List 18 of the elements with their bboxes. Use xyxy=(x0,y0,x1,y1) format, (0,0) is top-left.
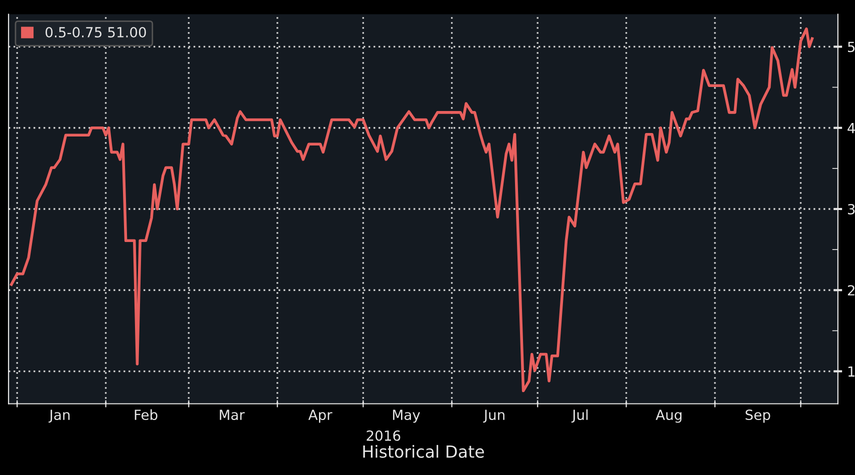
line-series xyxy=(10,27,814,392)
y-tick-label: 4 xyxy=(848,123,855,134)
y-tick-label: 5 xyxy=(848,42,855,52)
x-tick-label: Feb xyxy=(134,409,158,420)
y-tick-label: 3 xyxy=(848,204,855,214)
y-tick-label: 1 xyxy=(848,366,854,377)
x-tick-label: Apr xyxy=(308,410,332,423)
x-tick-label: Jun xyxy=(483,410,504,423)
legend-label: 0.5-0.75 51.00 xyxy=(46,26,146,38)
x-tick-label: Jan xyxy=(48,410,70,423)
x-tick-label: Sep xyxy=(746,410,770,423)
x-tick-label: Aug xyxy=(656,410,682,423)
y-tick-label: 2 xyxy=(848,285,854,296)
text: 2016 xyxy=(366,430,400,441)
x-tick-label: May xyxy=(393,410,420,423)
x-tick-label: Mar xyxy=(220,410,245,420)
x-tick-label: Jul xyxy=(571,409,588,423)
x-axis-title: Historical Date xyxy=(363,444,484,458)
